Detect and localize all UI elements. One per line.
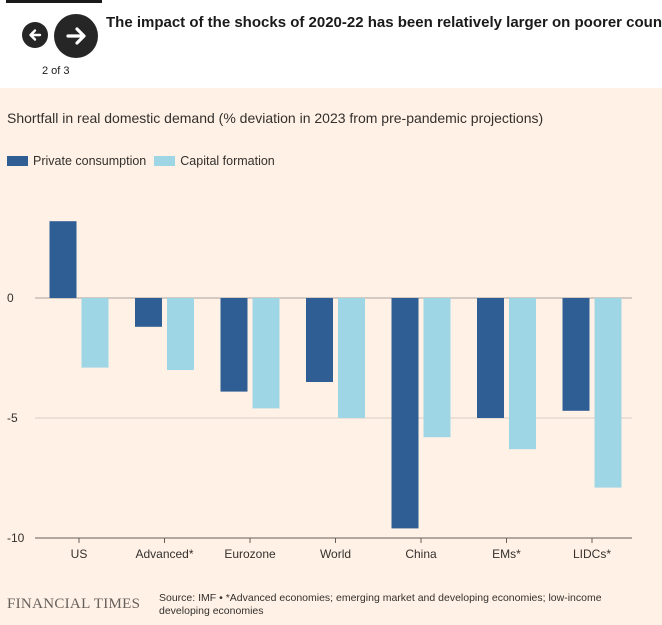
- bar-private-consumption: [391, 298, 419, 529]
- x-tick-label: Advanced*: [135, 547, 193, 561]
- previous-button[interactable]: [22, 22, 48, 48]
- source-note: Source: IMF • *Advanced economies; emerg…: [159, 592, 602, 617]
- ft-logo: FINANCIAL TIMES: [7, 596, 141, 612]
- x-tick-label: EMs*: [492, 547, 521, 561]
- progress-indicator-line: [6, 0, 102, 3]
- x-tick-label: World: [320, 547, 351, 561]
- legend-label-capital-formation: Capital formation: [180, 154, 275, 168]
- bar-capital-formation: [338, 298, 365, 418]
- bar-capital-formation: [252, 298, 280, 409]
- legend-label-private-consumption: Private consumption: [33, 154, 147, 168]
- arrow-right-icon: [66, 27, 86, 45]
- bar-capital-formation: [81, 298, 109, 368]
- chart-headline: The impact of the shocks of 2020-22 has …: [106, 14, 662, 31]
- bar-private-consumption: [49, 221, 77, 298]
- bar-private-consumption: [306, 298, 333, 382]
- bar-capital-formation: [594, 298, 622, 488]
- arrow-left-icon: [29, 29, 42, 41]
- legend-item-capital-formation: Capital formation: [154, 154, 275, 168]
- x-tick-label: US: [71, 547, 88, 561]
- x-tick-label: China: [405, 547, 437, 561]
- y-tick-label: -5: [7, 411, 18, 425]
- y-tick-label: -10: [7, 531, 25, 545]
- bar-capital-formation: [423, 298, 451, 438]
- bar-capital-formation: [167, 298, 194, 370]
- y-tick-label: 0: [7, 291, 14, 305]
- bar-private-consumption: [477, 298, 504, 418]
- bar-private-consumption: [135, 298, 162, 327]
- legend-item-private-consumption: Private consumption: [7, 154, 146, 168]
- bar-capital-formation: [509, 298, 536, 450]
- next-button[interactable]: [54, 14, 98, 58]
- bar-private-consumption: [220, 298, 248, 392]
- x-tick-label: LIDCs*: [573, 547, 611, 561]
- legend-swatch-capital-formation: [154, 156, 176, 166]
- chart-subtitle: Shortfall in real domestic demand (% dev…: [7, 110, 544, 126]
- bar-private-consumption: [562, 298, 590, 411]
- x-tick-label: Eurozone: [224, 547, 276, 561]
- chart-legend: Private consumption Capital formation: [7, 154, 283, 168]
- page-counter: 2 of 3: [42, 65, 70, 77]
- top-bar: [0, 0, 662, 88]
- legend-swatch-private-consumption: [7, 156, 28, 166]
